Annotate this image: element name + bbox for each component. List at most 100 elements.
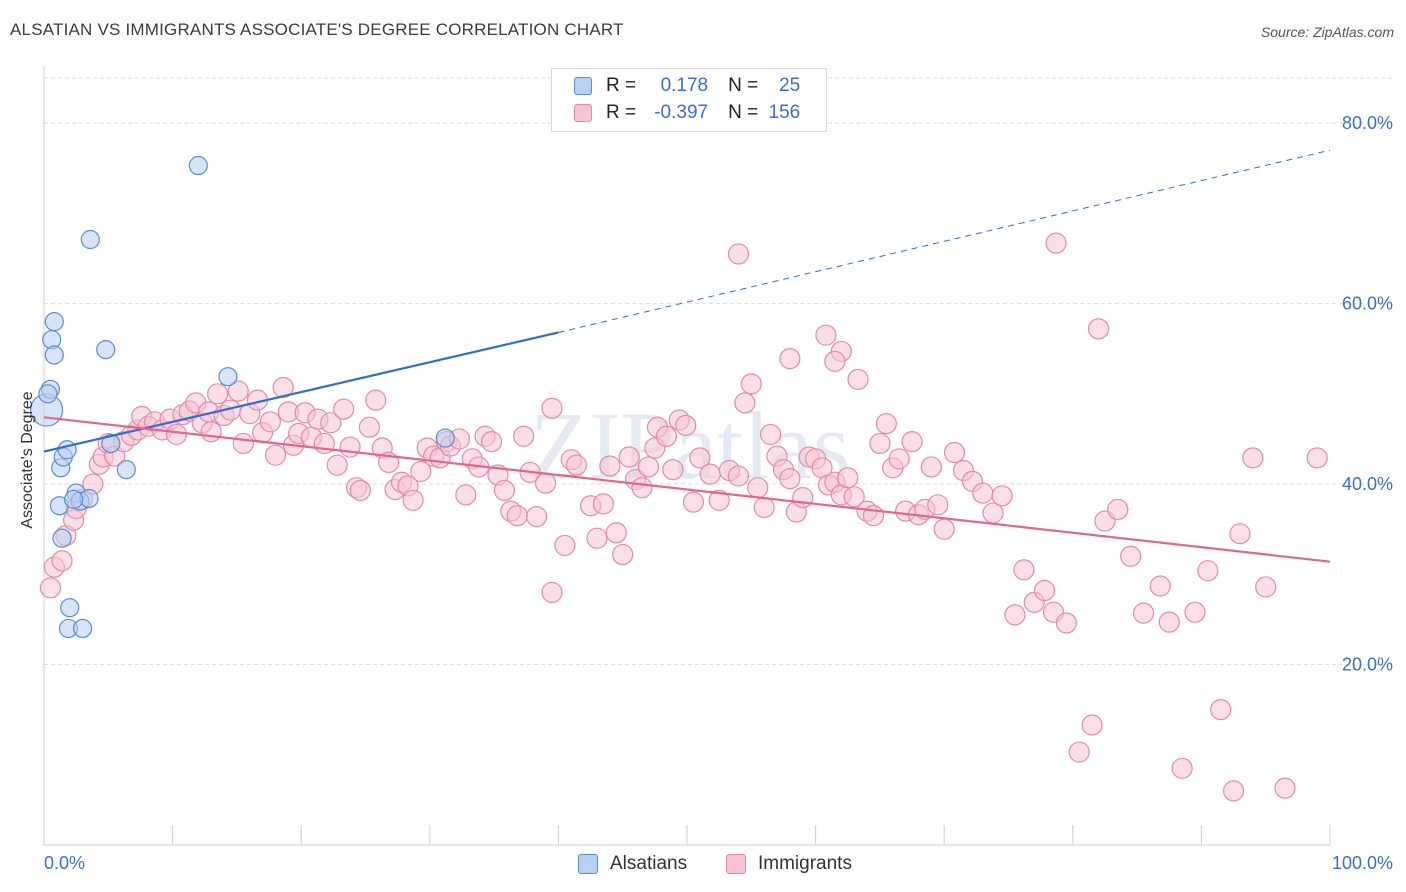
immigrants-point — [637, 456, 660, 478]
x-tick-label: 100.0% — [1332, 853, 1393, 873]
immigrants-point — [631, 477, 653, 499]
alsatians-point — [72, 618, 93, 639]
immigrants-point — [232, 432, 254, 455]
immigrants-point — [875, 413, 897, 435]
immigrants-point — [493, 479, 515, 501]
legend-row-immigrants: R = -0.397 N = 156 — [574, 102, 800, 124]
immigrants-point — [227, 380, 249, 402]
immigrants-point — [655, 425, 678, 447]
source-label: Source: ZipAtlas.com — [1260, 24, 1394, 40]
immigrants-point — [727, 465, 750, 487]
immigrants-point — [1132, 602, 1155, 624]
immigrants-point — [200, 421, 222, 443]
chart-title: ALSATIAN VS IMMIGRANTS ASSOCIATE'S DEGRE… — [10, 20, 624, 39]
immigrants-point — [1087, 318, 1110, 340]
immigrants-trend-line — [43, 416, 1331, 563]
alsatians-legend-label: Alsatians — [610, 853, 688, 874]
alsatians-r-value: 0.178 — [660, 75, 709, 96]
immigrants-n-value: 156 — [768, 102, 801, 123]
alsatians-point — [218, 367, 238, 387]
alsatians-trend-line — [43, 331, 559, 453]
immigrants-point — [1197, 560, 1219, 582]
axes — [43, 66, 1331, 846]
immigrants-point — [402, 489, 424, 511]
immigrants-point — [734, 392, 756, 414]
immigrants-legend-swatch — [726, 854, 746, 874]
immigrants-point — [1004, 604, 1026, 626]
immigrants-point — [1210, 699, 1232, 721]
immigrants-point — [1055, 612, 1077, 634]
immigrants-point — [815, 324, 837, 346]
immigrants-point — [1255, 576, 1277, 598]
immigrants-point — [1149, 575, 1171, 597]
immigrants-points — [39, 232, 1328, 802]
immigrants-point — [333, 398, 355, 420]
immigrants-point — [837, 467, 859, 489]
immigrants-point — [586, 527, 608, 549]
immigrants-point — [39, 577, 62, 599]
immigrants-point — [943, 441, 966, 464]
immigrants-point — [480, 431, 503, 453]
immigrants-point — [455, 484, 477, 506]
immigrants-point — [792, 486, 814, 509]
immigrants-point — [682, 491, 705, 513]
alsatians-point — [63, 489, 84, 509]
immigrants-point — [1184, 601, 1206, 623]
alsatians-n-value: 25 — [779, 75, 801, 96]
immigrants-point — [1120, 545, 1142, 567]
immigrants-point — [1107, 498, 1129, 520]
immigrants-point — [1222, 780, 1245, 802]
y-tick-label: 60.0% — [1342, 294, 1393, 314]
immigrants-point — [1158, 611, 1180, 633]
immigrants-point — [1013, 559, 1035, 581]
immigrants-point — [326, 454, 348, 476]
legend-item-immigrants: Immigrants — [726, 852, 852, 876]
immigrants-point — [592, 493, 615, 515]
immigrants-point — [165, 423, 188, 446]
y-tick-label: 20.0% — [1342, 655, 1393, 675]
immigrants-point — [972, 482, 994, 504]
alsatians-point — [52, 528, 72, 548]
immigrants-point — [506, 505, 528, 527]
immigrants-point — [708, 489, 730, 511]
immigrants-point — [618, 446, 640, 468]
r-label: R = — [606, 75, 637, 96]
alsatians-legend-swatch — [578, 854, 598, 874]
immigrants-point — [410, 460, 432, 483]
immigrants-point — [1033, 579, 1056, 602]
alsatians-point — [80, 229, 100, 250]
alsatians-point — [60, 598, 80, 618]
immigrants-point — [534, 472, 557, 494]
y-axis-label: Associate's Degree — [19, 391, 36, 529]
immigrants-point — [662, 459, 684, 481]
immigrants-point — [699, 463, 721, 485]
gridlines — [44, 77, 1392, 666]
immigrants-point — [747, 477, 769, 499]
immigrants-point — [259, 411, 281, 433]
alsatians-point — [57, 440, 77, 460]
immigrants-point — [901, 431, 923, 453]
immigrants-point — [824, 350, 846, 372]
immigrants-point — [541, 397, 563, 419]
alsatians-point — [188, 155, 208, 176]
immigrants-point — [513, 425, 535, 447]
y-tick-label: 80.0% — [1342, 113, 1393, 133]
immigrants-point — [1171, 757, 1193, 779]
immigrants-point — [1306, 447, 1328, 469]
immigrants-point — [207, 383, 229, 405]
immigrants-point — [51, 550, 73, 572]
immigrants-point — [605, 522, 627, 544]
immigrants-point — [541, 581, 563, 603]
immigrants-point — [339, 436, 361, 458]
immigrants-legend-label: Immigrants — [758, 853, 852, 874]
alsatians-point — [38, 384, 58, 404]
immigrants-point — [565, 454, 588, 476]
immigrants-point — [365, 389, 387, 411]
alsatians-point — [44, 312, 64, 332]
immigrants-point — [779, 348, 801, 370]
immigrants-point — [1242, 447, 1264, 469]
alsatians-swatch — [574, 77, 592, 95]
r-label: R = — [606, 102, 637, 123]
n-label: N = — [728, 75, 759, 96]
immigrants-point — [753, 496, 775, 519]
